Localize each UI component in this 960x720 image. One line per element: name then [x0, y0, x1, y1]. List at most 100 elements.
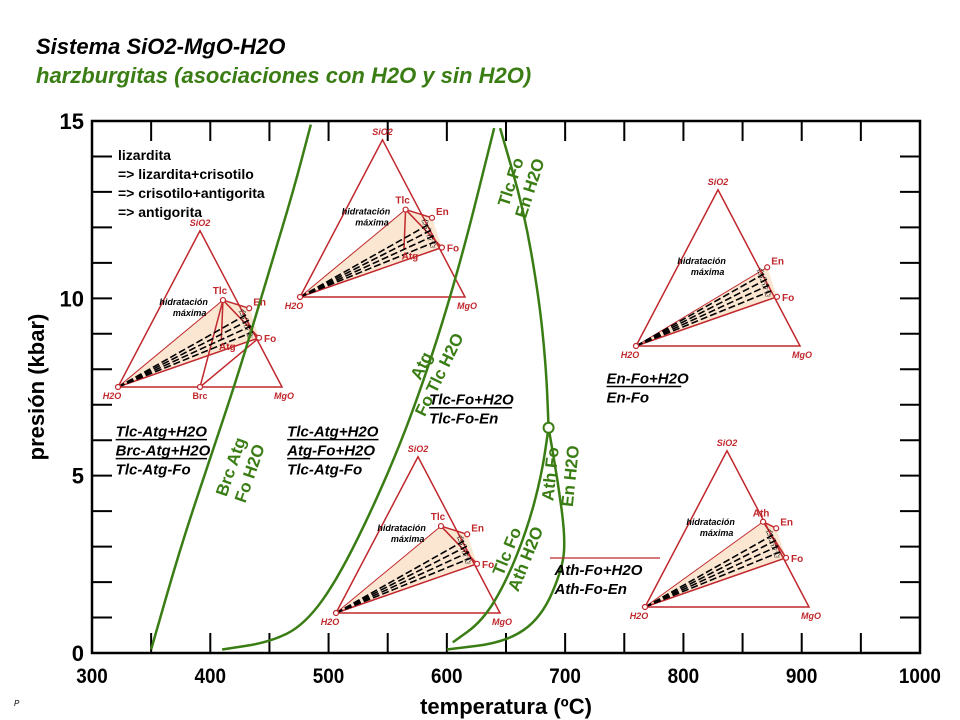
field-label-line: Ath-Fo-En: [553, 581, 626, 598]
x-tick-label: 400: [194, 665, 226, 688]
hydration-fan: [336, 526, 478, 613]
dashed-hydration-line: [117, 313, 248, 388]
hydration-note: hidratación: [342, 207, 391, 217]
x-tick-label: 700: [549, 665, 581, 688]
dashed-hydration-line: [299, 223, 431, 298]
vertex-label-mgo: MgO: [274, 391, 294, 401]
phase-point-en: [428, 214, 436, 221]
star-marker: ✩: [238, 308, 247, 319]
star-marker: ✩: [773, 550, 782, 561]
tie-line: [635, 296, 778, 347]
star-marker: ✩: [426, 232, 435, 243]
phase-point-tlc: [402, 206, 409, 213]
tie-line: [335, 563, 478, 614]
apex-label-sio2: SiO2: [708, 177, 729, 187]
dashed-hydration-line: [635, 272, 766, 347]
tie-line: [644, 557, 787, 608]
phase-label-fo: Fo: [482, 560, 494, 571]
y-tick-label: 0: [72, 641, 84, 666]
tie-line: [222, 299, 260, 339]
star-marker: ✩: [768, 535, 777, 546]
star-marker: ✩: [243, 323, 252, 334]
phase-label-en: En: [780, 517, 793, 528]
tie-line: [403, 209, 407, 250]
phase-point-h2o: [296, 293, 304, 301]
phase-point-tlc: [219, 296, 227, 304]
field-label-line: En-Fo: [607, 389, 650, 406]
dashed-hydration-line: [644, 533, 775, 608]
x-tick-label: 500: [313, 665, 345, 688]
dashed-hydration-line: [299, 234, 435, 298]
star-marker: ✩: [756, 267, 765, 278]
x-tick-label: 600: [431, 665, 463, 688]
phase-label-en: En: [436, 207, 449, 218]
dashed-hydration-line: [644, 539, 777, 608]
hydration-note: máxima: [700, 528, 734, 538]
vertex-label-mgo: MgO: [492, 617, 512, 627]
ternary-outline: [634, 188, 802, 347]
hydration-note: hidratación: [677, 256, 726, 266]
phase-point-en: [773, 525, 780, 532]
dashed-hydration-line: [117, 325, 252, 388]
tie-line: [299, 246, 443, 298]
apex-label-sio2: SiO2: [717, 438, 738, 448]
vertex-label-h2o: H2O: [285, 301, 304, 311]
star-marker: ✩: [761, 282, 770, 293]
hydration-note: hidratación: [159, 297, 208, 307]
phase-point-en: [464, 531, 471, 538]
dashed-hydration-line: [117, 331, 254, 388]
reaction-curve-2: [221, 127, 496, 651]
dashed-hydration-line: [644, 545, 779, 608]
dashed-hydration-line: [117, 319, 250, 388]
tie-line: [299, 209, 406, 298]
x-tick-label: 800: [668, 665, 700, 688]
phase-point-fo: [473, 560, 481, 567]
vertex-label-h2o: H2O: [630, 611, 649, 621]
field-label-line: Ath-Fo+H2O: [553, 562, 642, 579]
reaction-curve-5: [446, 427, 566, 651]
legend-note-line: lizardita: [118, 147, 171, 163]
star-marker: ✩: [424, 225, 433, 236]
tie-line: [440, 525, 478, 565]
hydration-fan: [300, 209, 442, 297]
star-marker: ✩: [464, 556, 473, 567]
vertex-label-h2o: H2O: [621, 350, 640, 360]
y-tick-label: 5: [72, 464, 84, 489]
phase-label-tlc: Tlc: [431, 512, 446, 523]
hydration-note: hidratación: [377, 523, 426, 533]
apex-label-sio2: SiO2: [372, 127, 393, 137]
ternary-outline: [298, 138, 467, 298]
apex-label-sio2: SiO2: [408, 444, 429, 454]
hydration-fan: [118, 300, 260, 387]
x-tick-label: 1000: [899, 665, 941, 688]
tie-line: [222, 299, 250, 309]
tie-line: [220, 300, 224, 340]
phase-label-fo: Fo: [264, 334, 276, 345]
x-tick-label: 300: [76, 665, 108, 688]
vertex-label-h2o: H2O: [321, 617, 340, 627]
reaction-curve-4: [452, 427, 550, 644]
phase-point-en: [246, 305, 253, 312]
x-tick-label: 900: [786, 665, 818, 688]
phase-point-fo: [255, 334, 263, 341]
vertex-label-mgo: MgO: [801, 611, 821, 621]
reaction-curve-1: [149, 124, 313, 650]
dashed-hydration-line: [644, 551, 781, 608]
tie-line: [117, 337, 260, 388]
star-marker: ✩: [461, 549, 470, 560]
reaction-curve-3: [498, 127, 550, 428]
star-marker: ✩: [428, 240, 437, 251]
field-label-line: Tlc-Atg+H2O: [116, 424, 208, 441]
dashed-hydration-line: [299, 240, 437, 298]
apex-label-sio2: SiO2: [190, 218, 211, 228]
tie-line: [762, 521, 787, 559]
legend-note-line: => lizardita+crisotilo: [118, 166, 254, 182]
invariant-point: [542, 421, 555, 434]
phase-point-h2o: [332, 609, 340, 617]
phase-point-tlc: [437, 522, 445, 530]
